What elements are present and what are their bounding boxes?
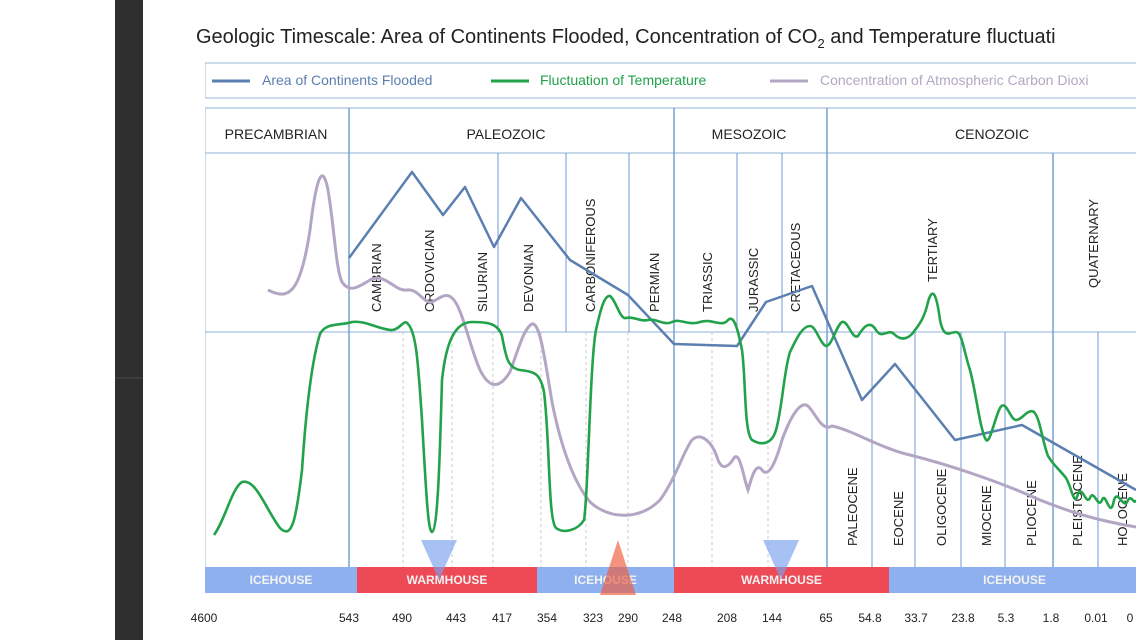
x-tick-label: 354	[537, 611, 557, 625]
chart-title-tail: and Temperature fluctuati	[824, 26, 1056, 48]
legend-label-1: Area of Continents Flooded	[262, 72, 432, 88]
period-label-carboniferous: CARBONIFEROUS	[583, 198, 598, 312]
x-tick-label: 290	[618, 611, 638, 625]
x-tick-label: 33.7	[904, 611, 928, 625]
period-label-silurian: SILURIAN	[475, 252, 490, 312]
era-header-box	[205, 107, 1136, 154]
climate-band-label: ICEHOUSE	[983, 573, 1046, 587]
window-side-panel	[115, 0, 143, 640]
epoch-label-eocene: EOCENE	[891, 491, 906, 546]
screen-left-margin	[0, 0, 115, 640]
cooling-transition-marker	[421, 540, 457, 580]
era-label-precambrian: PRECAMBRIAN	[225, 126, 328, 142]
period-label-ordovician: ORDOVICIAN	[422, 230, 437, 312]
x-tick-label: 0.01	[1084, 611, 1108, 625]
x-tick-label: 23.8	[951, 611, 975, 625]
chart-title-subscript: 2	[817, 36, 825, 51]
x-tick-label: 5.3	[998, 611, 1015, 625]
legend-label-3: Concentration of Atmospheric Carbon Diox…	[820, 72, 1088, 88]
x-tick-label: 1.8	[1043, 611, 1060, 625]
x-tick-label: 144	[762, 611, 782, 625]
co2-series-line	[267, 174, 1136, 529]
x-tick-label: 0	[1127, 611, 1134, 625]
climate-band-icehouse	[889, 567, 1136, 593]
temperature-series-line	[212, 292, 1136, 536]
epoch-label-pliocene: PLIOCENE	[1024, 480, 1039, 546]
x-tick-label: 417	[492, 611, 512, 625]
legend-label-2: Fluctuation of Temperature	[540, 72, 706, 88]
period-label-cretaceous: CRETACEOUS	[788, 222, 803, 312]
x-tick-label: 443	[446, 611, 466, 625]
period-label-jurassic: JURASSIC	[746, 248, 761, 312]
era-label-cenozoic: CENOZOIC	[955, 126, 1029, 142]
epoch-label-holocene: HOLOCENE	[1115, 473, 1130, 546]
period-label-triassic: TRIASSIC	[700, 252, 715, 312]
x-tick-label: 248	[662, 611, 682, 625]
x-tick-label: 54.8	[858, 611, 882, 625]
x-tick-label: 543	[339, 611, 359, 625]
epoch-label-oligocene: OLIGOCENE	[934, 468, 949, 546]
x-tick-label: 65	[819, 611, 833, 625]
x-tick-label: 323	[583, 611, 603, 625]
x-tick-label: 4600	[191, 611, 218, 625]
flooded-area-series-line	[347, 170, 1136, 492]
period-label-tertiary: TERTIARY	[925, 218, 940, 282]
climate-band-icehouse	[205, 567, 357, 593]
epoch-label-paleocene: PALEOCENE	[845, 467, 860, 546]
climate-band-label: WARMHOUSE	[741, 573, 822, 587]
period-label-permian: PERMIAN	[647, 253, 662, 312]
chart-title-main: Geologic Timescale: Area of Continents F…	[196, 26, 818, 48]
period-label-devonian: DEVONIAN	[521, 244, 536, 312]
chart-title: Geologic Timescale: Area of Continents F…	[196, 26, 1136, 51]
climate-band-label: ICEHOUSE	[250, 573, 313, 587]
x-tick-label: 208	[717, 611, 737, 625]
climate-band-label: WARMHOUSE	[407, 573, 488, 587]
era-label-paleozoic: PALEOZOIC	[466, 126, 545, 142]
climate-band-warmhouse	[357, 567, 537, 593]
warming-transition-marker	[600, 540, 636, 595]
era-label-mesozoic: MESOZOIC	[712, 126, 787, 142]
period-label-quaternary: QUATERNARY	[1086, 199, 1101, 288]
epoch-label-pleistocene: PLEISTOCENE	[1070, 455, 1085, 546]
side-panel-divider	[115, 377, 143, 379]
cooling-transition-marker	[763, 540, 799, 580]
legend-box	[205, 62, 1136, 99]
epoch-label-miocene: MIOCENE	[979, 485, 994, 546]
x-tick-label: 490	[392, 611, 412, 625]
